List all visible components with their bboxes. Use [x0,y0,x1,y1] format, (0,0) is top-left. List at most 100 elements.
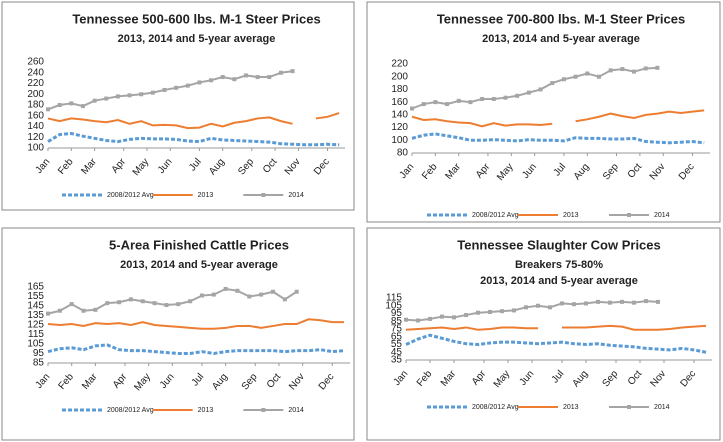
y-tick-label: 65 [391,331,403,342]
series-line [405,333,707,354]
legend-marker [627,405,631,409]
point [524,305,528,310]
point [174,85,179,90]
series-line [47,318,345,330]
y-tick-label: 180 [391,84,408,95]
y-tick-label: 155 [27,291,44,302]
point [185,83,190,88]
series-line [411,66,658,110]
point [197,80,202,85]
chart-title: Tennessee 500-600 lbs. M-1 Steer Prices [72,11,320,26]
legend-label: 2013 [563,404,579,411]
y-tick-label: 95 [33,348,45,359]
point [271,289,276,294]
series-line [47,131,340,147]
legend-label: 2008/2012 Avg [107,192,154,199]
y-tick-label: 105 [27,339,44,350]
point [164,303,169,308]
panel [1,227,355,441]
point [211,292,216,297]
point [476,310,480,315]
chart-subtitle: 2013, 2014 and 5-year average [480,275,638,287]
legend-marker [627,213,631,217]
point [69,101,74,106]
legend-label: 2013 [198,407,214,414]
y-tick-label: 180 [27,100,44,111]
point [488,309,492,314]
point [515,93,520,98]
point [500,309,504,314]
point [644,299,648,304]
point [105,301,110,306]
point [128,297,133,302]
point [104,96,109,101]
point [139,92,144,97]
panel [366,227,721,441]
y-tick-label: 80 [397,148,409,159]
y-tick-label: 160 [391,97,408,108]
point [282,297,287,302]
point [127,93,132,98]
point [69,302,74,307]
point [464,313,468,318]
point [294,289,299,294]
chart-subtitle: 2013, 2014 and 5-year average [118,33,276,45]
point [526,90,531,95]
point [503,95,508,100]
series-line [47,287,298,315]
point [290,69,295,74]
point [560,301,564,306]
point [468,100,473,105]
y-tick-label: 125 [27,320,44,331]
point [199,293,204,298]
y-tick-label: 260 [27,57,44,68]
point [209,78,214,83]
point [176,302,181,307]
point [46,107,50,112]
point [596,299,600,304]
y-tick-label: 120 [27,132,44,143]
y-tick-label: 85 [391,316,403,327]
point [584,301,588,306]
y-tick-label: 75 [391,324,403,335]
point [632,69,637,74]
point [150,90,155,95]
legend-label: 2013 [198,192,214,199]
series-line [47,343,345,356]
point [456,98,461,103]
y-tick-label: 200 [391,71,408,82]
point [140,299,145,304]
point [235,288,240,293]
y-tick-label: 115 [28,329,44,340]
chart-subtitle: 2013, 2014 and 5-year average [482,33,640,45]
y-tick-label: 165 [27,282,44,293]
legend-label: 2014 [288,407,304,414]
y-tick-label: 140 [27,121,44,132]
point [416,318,420,323]
y-tick-label: 220 [391,59,408,70]
legend-label: 2008/2012 Avg [472,212,519,219]
y-tick-label: 135 [27,310,44,321]
legend-label: 2014 [654,212,670,219]
point [278,70,283,75]
chart-title: Tennessee Slaughter Cow Prices [457,237,661,252]
y-tick-label: 105 [385,300,402,311]
point [255,75,260,80]
y-tick-label: 115 [386,293,402,304]
point [232,77,237,82]
point [115,94,120,99]
chart-title: 5-Area Finished Cattle Prices [109,237,289,252]
y-tick-label: 140 [391,109,408,120]
legend-marker [261,193,266,197]
point [410,106,414,111]
y-tick-label: 200 [27,89,44,100]
point [117,300,122,305]
series-line [405,300,659,322]
point [162,87,167,92]
point [596,74,601,79]
y-tick-label: 240 [27,67,44,78]
y-tick-label: 220 [27,78,44,89]
point [656,299,660,304]
series-line [47,112,340,130]
